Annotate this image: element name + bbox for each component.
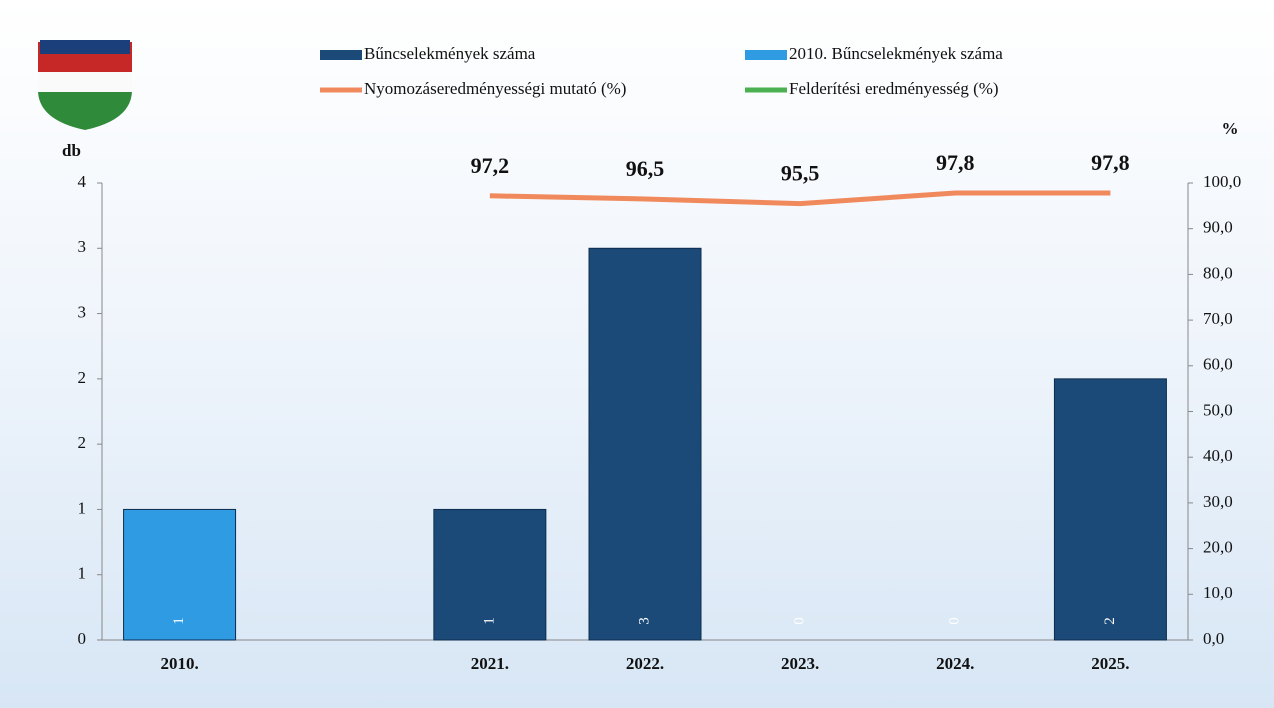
y-tick-label: 0 — [78, 629, 87, 648]
y2-axis-title: % — [1222, 119, 1239, 138]
y2-tick-label: 10,0 — [1203, 583, 1233, 602]
y-tick-label: 2 — [78, 368, 87, 387]
legend-label: Felderítési eredményesség (%) — [789, 79, 999, 98]
y-axis-title: db — [62, 141, 81, 160]
y2-tick-label: 30,0 — [1203, 492, 1233, 511]
y-tick-label: 4 — [78, 172, 87, 191]
y2-tick-label: 60,0 — [1203, 355, 1233, 374]
bar-value-label: 3 — [636, 617, 652, 625]
logo — [38, 40, 132, 130]
y2-tick-label: 90,0 — [1203, 218, 1233, 237]
line — [489, 190, 1111, 207]
x-tick-label: 2021. — [471, 654, 509, 673]
bar — [588, 247, 702, 641]
y2-tick-label: 70,0 — [1203, 309, 1233, 328]
y-tick-label: 3 — [78, 237, 87, 256]
y-tick-label: 3 — [78, 302, 87, 321]
line-value-label: 97,8 — [1091, 150, 1130, 175]
line-value-label: 95,5 — [781, 161, 820, 186]
bar-value-label: 1 — [171, 617, 187, 625]
legend-label: 2010. Bűncselekmények száma — [789, 44, 1003, 63]
bar-value-label: 1 — [481, 617, 497, 625]
line-value-label: 96,5 — [626, 156, 665, 181]
bar-value-label: 0 — [947, 617, 963, 625]
y-tick-label: 1 — [78, 564, 87, 583]
bar — [433, 508, 547, 641]
line-value-label: 97,8 — [936, 150, 975, 175]
legend-label: Nyomozáseredményességi mutató (%) — [364, 79, 626, 98]
y-tick-label: 1 — [78, 498, 87, 517]
y2-tick-label: 0,0 — [1203, 629, 1224, 648]
bar — [1053, 378, 1167, 641]
x-tick-label: 2025. — [1091, 654, 1129, 673]
y-tick-label: 2 — [78, 433, 87, 452]
line-value-label: 97,2 — [471, 153, 510, 178]
x-tick-label: 2010. — [160, 654, 198, 673]
x-tick-label: 2024. — [936, 654, 974, 673]
bar — [123, 508, 237, 641]
x-tick-label: 2022. — [626, 654, 664, 673]
y2-tick-label: 20,0 — [1203, 538, 1233, 557]
legend-label: Bűncselekmények száma — [364, 44, 536, 63]
legend-swatch — [320, 50, 362, 60]
y2-tick-label: 50,0 — [1203, 400, 1233, 419]
y2-tick-label: 100,0 — [1203, 172, 1241, 191]
bar-value-label: 2 — [1102, 617, 1118, 625]
y2-tick-label: 40,0 — [1203, 446, 1233, 465]
y2-tick-label: 80,0 — [1203, 263, 1233, 282]
x-tick-label: 2023. — [781, 654, 819, 673]
legend-swatch — [745, 50, 787, 60]
bar-value-label: 0 — [792, 617, 808, 625]
